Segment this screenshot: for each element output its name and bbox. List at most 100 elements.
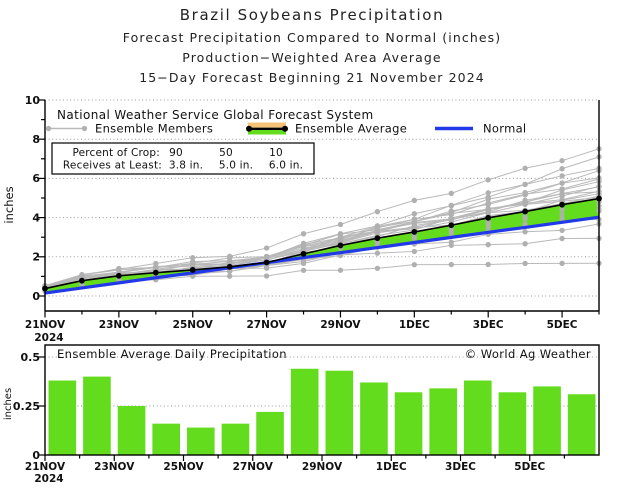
average-dot [522,208,529,215]
member-line-0 [44,148,600,287]
member-dot-over [559,187,565,193]
member-dot-over [485,261,491,268]
member-dot-over [411,262,417,268]
x-axis-year-label: 2024 [34,332,63,344]
member-dot-over [300,231,307,237]
member-dot-over [264,265,270,271]
member-dot-over [300,267,307,273]
member-dot-over [374,250,380,256]
ensemble-members-legend-label: Ensemble Members [95,122,213,136]
member-dot-over [559,235,565,242]
daily-bar-6DEC [567,394,596,455]
member-dot-over [559,180,565,186]
x-tick-label: 5DEC [547,319,578,331]
member-dot-over [264,245,270,251]
member-dot-over [411,248,417,255]
average-dot [448,222,455,229]
average-polyline [44,197,600,290]
average-dot [485,214,492,221]
member-line-5 [44,178,600,289]
average-dot [115,272,122,279]
subtitle-comparison: Forecast Precipitation Compared to Norma… [122,30,502,45]
member-dot-over [374,265,380,271]
y-tick-label: 0.5 [21,351,41,364]
daily-bar-4DEC [498,392,527,455]
green-band [45,198,599,294]
member-dot-over [411,219,417,226]
top-axes: 0 2 4 6 8 10 21NOV 23NOV 25NOV 27NOV 29NOV 1DEC 3DEC… [25,94,600,344]
member-dot-over [559,260,565,266]
member-dot-over [190,255,196,261]
daily-bar-30NOV [360,382,388,455]
average-dot [411,229,418,235]
y-tick-label: 2 [32,251,40,264]
member-dot-over [411,225,417,231]
y-tick-label: 0.25 [13,400,40,413]
member-dot-over [300,260,307,267]
member-line-15 [44,201,600,287]
member-dot-over [448,229,454,235]
normal-legend-label: Normal [483,122,526,136]
member-dot-over [522,241,528,247]
page-title: Brazil Soybeans Precipitation [179,6,445,24]
member-dot-over [522,165,528,171]
member-dot-over [448,242,454,248]
member-dot-over [559,227,565,233]
subtitle-area-average: Production−Weighted Area Average [182,50,442,65]
member-dot-over [300,245,307,251]
x-axis-year-label: 2024 [34,473,63,485]
member-dot-over [448,203,454,209]
member-dot-over [522,201,528,208]
crop-amount-2: 5.0 in. [219,160,253,172]
x-tick-label: 25NOV [163,461,204,473]
member-dot-over [485,242,491,248]
top-y-axis-label: inches [2,186,16,223]
daily-bar-2DEC [429,388,457,455]
x-tick-label: 21NOV [25,461,66,473]
member-dot-over [559,207,565,213]
member-dot-over [559,166,565,172]
member-dot-over [559,211,565,217]
title-block: Brazil Soybeans Precipitation Forecast P… [0,6,624,85]
top-chart-panel: 0 2 4 6 8 10 21NOV 23NOV 25NOV 27NOV 29NOV 1DEC 3DEC… [2,94,602,344]
ensemble-average-legend-icon [246,122,288,135]
subtitle-forecast-period: 15−Day Forecast Beginning 21 November 20… [139,70,485,85]
daily-bar-29NOV [325,370,354,455]
x-tick-label: 23NOV [94,461,135,473]
x-tick-label: 27NOV [247,319,288,331]
average-dot [189,267,196,273]
x-tick-label: 29NOV [302,461,343,473]
member-dot-over [374,230,380,236]
x-tick-label: 1DEC [376,461,407,473]
member-dot-over [337,267,344,273]
x-tick-label: 5DEC [514,461,545,473]
member-dot-over [264,254,270,260]
member-dot-over [448,261,454,268]
y-tick-label: 0 [32,449,40,462]
daily-bar-26NOV [221,423,250,455]
x-tick-label: 3DEC [445,461,476,473]
member-dot-over [522,260,528,267]
x-tick-label: 1DEC [399,319,430,331]
average-dot [152,269,159,276]
member-dot-over [411,197,417,203]
bottom-y-axis-label: inches [3,388,14,420]
bottom-chart-title: Ensemble Average Daily Precipitation [57,347,287,361]
ensemble-average-line [42,195,602,292]
daily-bar-1DEC [394,392,423,455]
member-dot-over [485,190,491,196]
average-dot [337,242,344,249]
daily-precipitation-bars [48,368,596,455]
member-dot-over [300,241,307,248]
percent-of-crop-box: Percent of Crop: 90 50 10 Receives at Le… [51,142,315,175]
data-source-label: National Weather Service Global Forecast… [57,108,374,122]
member-dot-over [522,181,528,188]
member-dot-over [337,221,344,228]
copyright-watermark: © World Ag Weather [465,347,591,361]
member-dot-over [485,177,491,183]
member-dot-over [153,263,159,270]
x-tick-label: 21NOV [25,319,66,331]
average-dot [226,263,233,270]
